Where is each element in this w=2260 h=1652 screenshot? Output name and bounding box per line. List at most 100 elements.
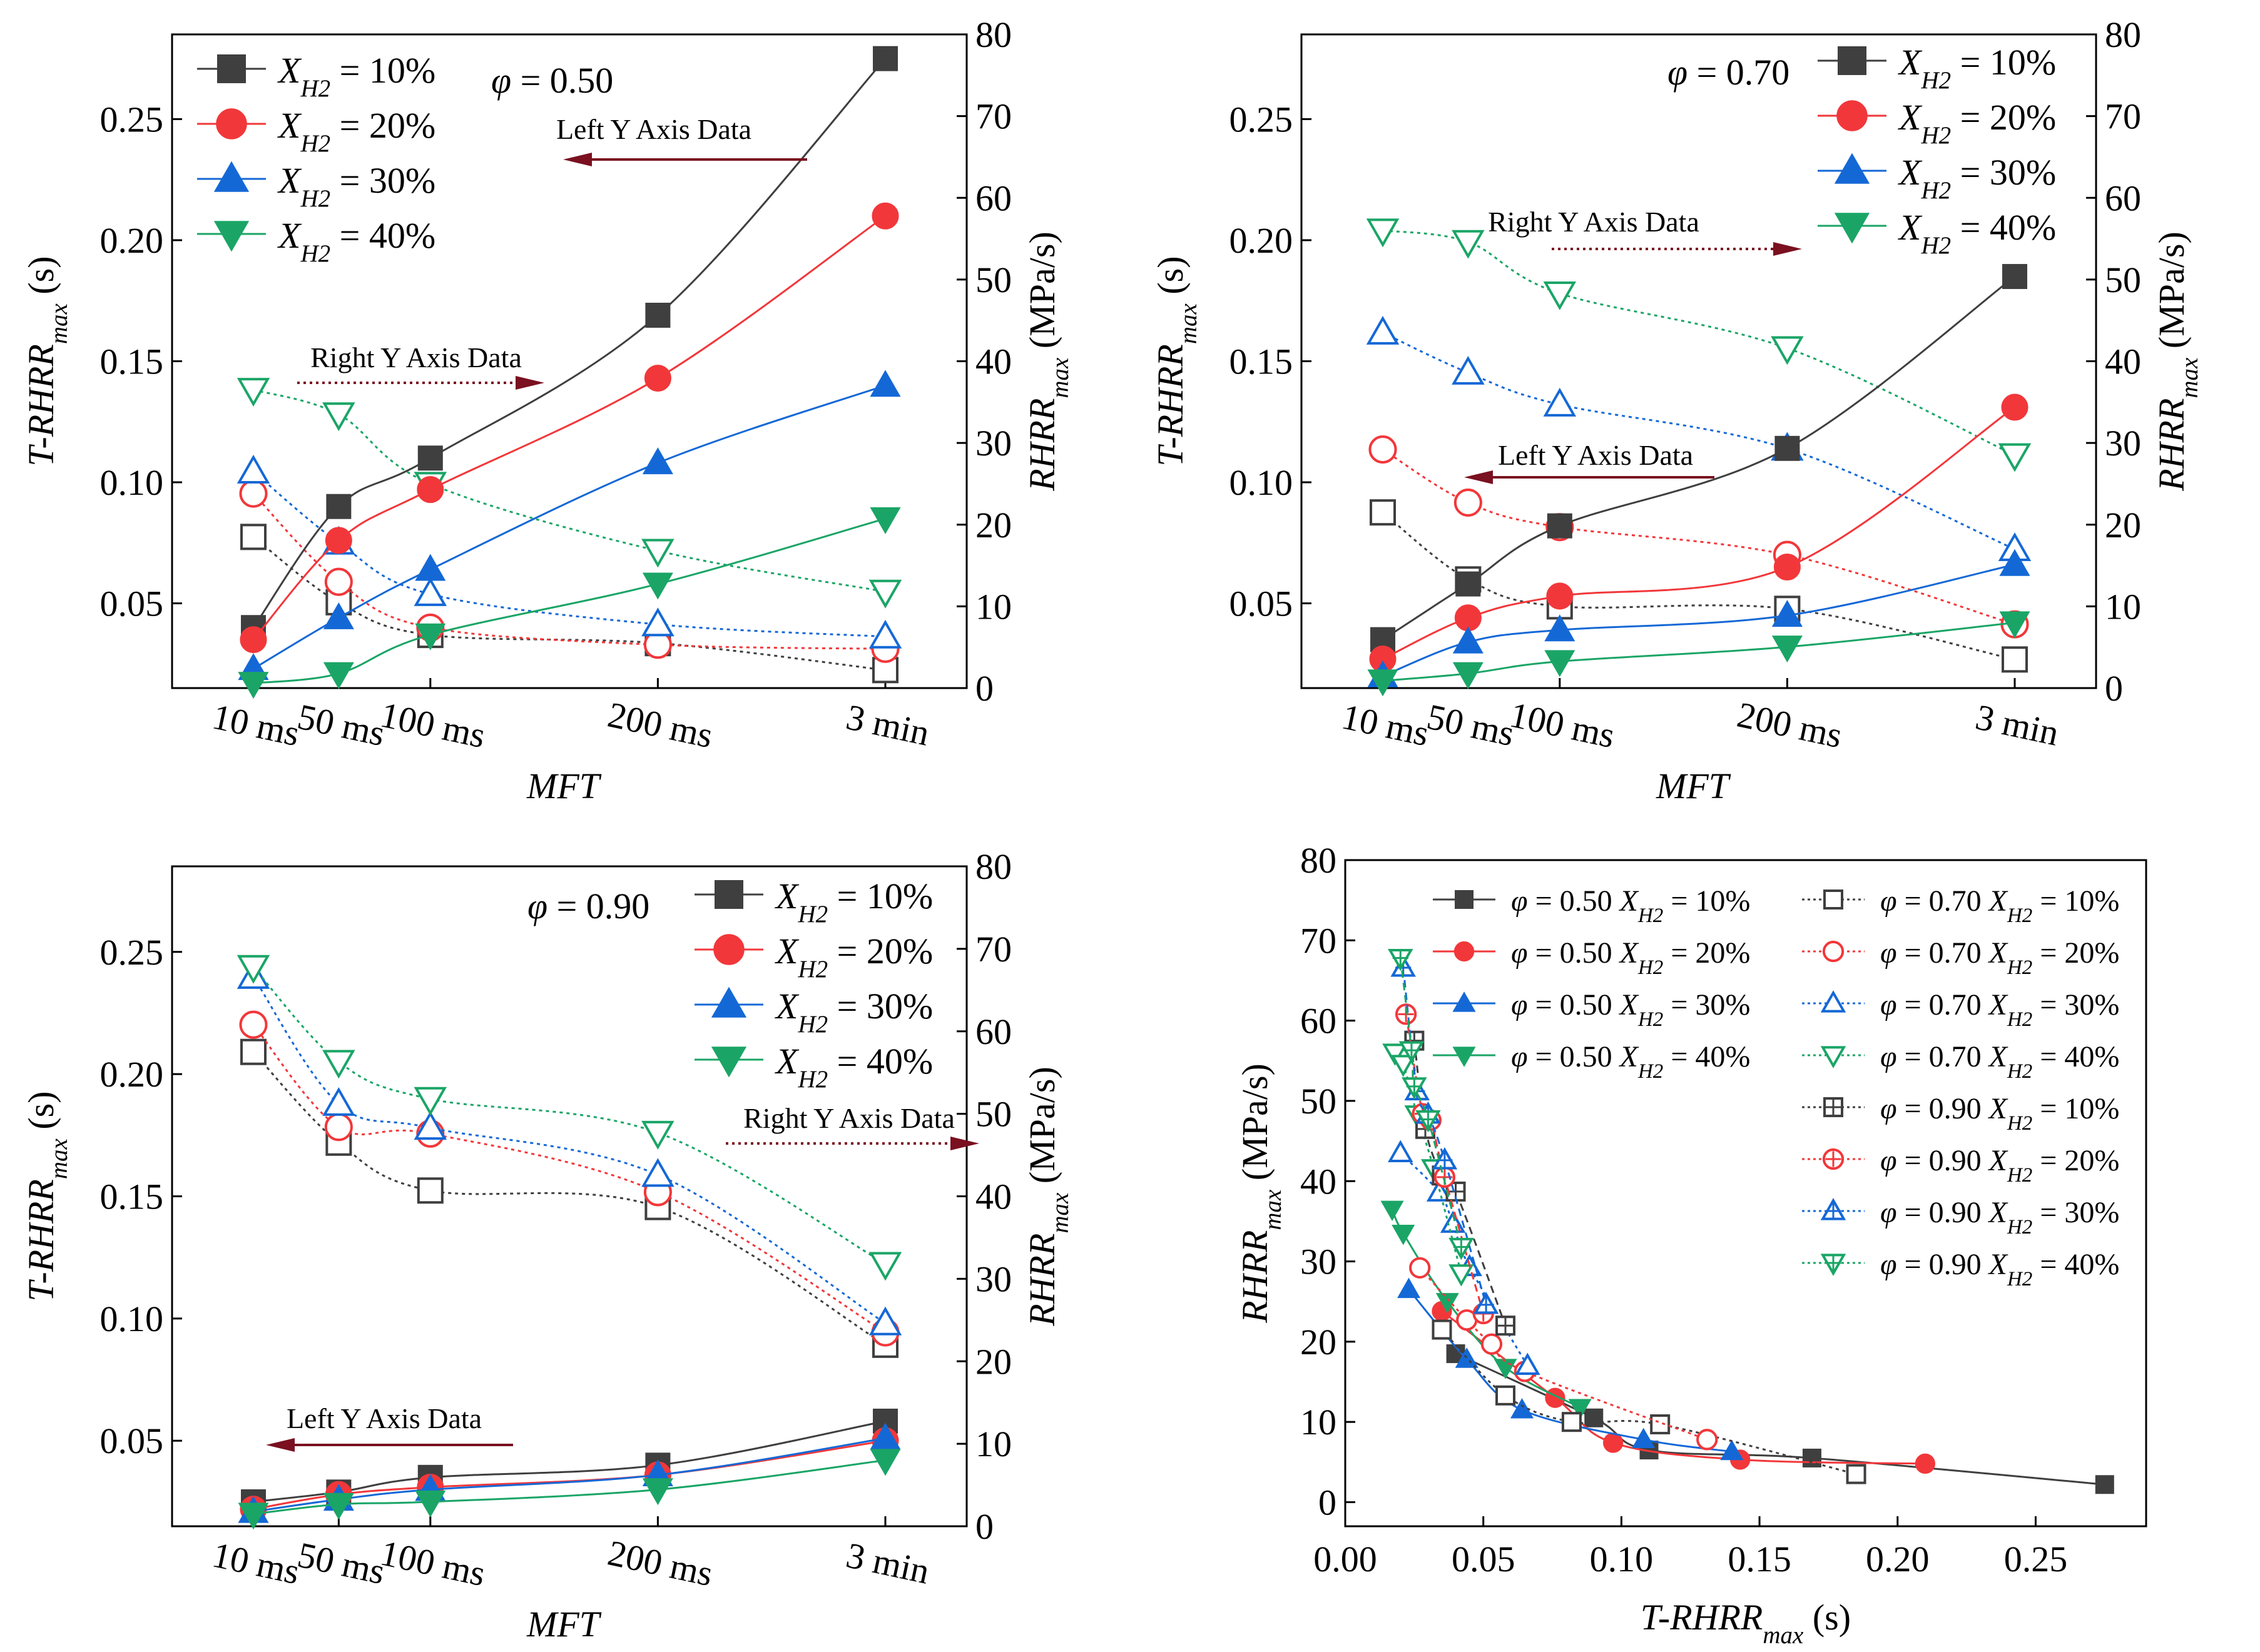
right-series-point [324, 1113, 353, 1142]
y-tick-label: 80 [1300, 840, 1336, 881]
right-y-tick-label: 0 [2105, 668, 2123, 709]
right-y-tick-label: 80 [2105, 14, 2141, 55]
left-series-line [252, 58, 887, 629]
left-y-tick-label: 0.25 [1229, 99, 1293, 139]
y-tick-label: 60 [1300, 1001, 1336, 1041]
right-series-point [868, 1306, 902, 1335]
legend-label: XH2 = 30% [1898, 152, 2056, 204]
left-series-point [1999, 611, 2030, 639]
scatter-point [1495, 1385, 1515, 1406]
left-series-point [873, 46, 898, 71]
x-tick-label: 0.00 [1313, 1539, 1377, 1579]
x-tick-label: 0.20 [1866, 1539, 1930, 1579]
phi-label: φ = 0.90 [527, 886, 649, 926]
right-series-point [641, 607, 674, 637]
scatter-point [1409, 1257, 1431, 1279]
x-axis-title: MFT [526, 766, 602, 806]
left-series-point [1546, 582, 1574, 610]
legend-label: XH2 = 40% [775, 1041, 933, 1093]
cross-mark [1825, 1099, 1841, 1115]
left-y-axis-title: T-RHRRmax (s) [21, 1091, 73, 1301]
x-axis-title: T-RHRRmax (s) [1641, 1597, 1851, 1649]
left-series-point [1367, 669, 1398, 697]
scatter-point [1390, 1055, 1416, 1077]
right-y-tick-label: 10 [975, 586, 1012, 627]
right-series-point [1998, 443, 2032, 472]
right-y-tick-label: 60 [2105, 178, 2141, 218]
y-tick-label: 30 [1300, 1242, 1336, 1282]
right-series-point [1543, 387, 1577, 417]
right-y-tick-label: 0 [975, 668, 994, 709]
scatter-point [1915, 1453, 1936, 1474]
left-series-point [1452, 626, 1484, 654]
right-y-tick-label: 40 [975, 342, 1012, 382]
left-axis-annotation: Left Y Axis Data [556, 113, 751, 145]
right-y-tick-label: 80 [975, 14, 1012, 55]
scatter-point [1515, 1352, 1540, 1375]
left-y-tick-label: 0.05 [100, 584, 164, 624]
x-tick-label: 0.25 [2004, 1539, 2068, 1579]
phi-label: φ = 0.70 [1667, 52, 1789, 93]
legend-marker [1452, 1046, 1476, 1067]
legend-label: φ = 0.50 XH2 = 40% [1511, 1040, 1750, 1083]
legend-marker [713, 934, 745, 965]
right-series-point [240, 524, 267, 550]
legend-marker [1455, 890, 1474, 909]
legend-marker [1820, 990, 1846, 1013]
right-series-point [1366, 315, 1400, 345]
left-y-tick-label: 0.15 [100, 1177, 164, 1217]
right-series-point [414, 1111, 447, 1140]
legend-marker [1834, 153, 1870, 184]
left-series-point [2001, 393, 2028, 421]
right-y-tick-label: 30 [2105, 423, 2141, 464]
right-y-tick-label: 60 [975, 1011, 1012, 1052]
right-series-point [1368, 435, 1397, 464]
left-series-point [1774, 435, 1800, 461]
left-series-point [1547, 513, 1572, 539]
left-series-point [323, 1492, 354, 1520]
legend-label: φ = 0.70 XH2 = 10% [1880, 884, 2119, 927]
legend-label: XH2 = 30% [277, 160, 435, 212]
x-axis-title: MFT [1656, 766, 1731, 806]
scatter-point [1382, 1043, 1408, 1066]
scatter-point [1455, 1347, 1479, 1368]
left-series-point [642, 1478, 673, 1506]
right-series-point [417, 1177, 444, 1204]
right-y-axis-title: RHRRmax (MPa/s) [2151, 231, 2203, 492]
right-series-point [322, 1087, 355, 1116]
left-series-point [870, 507, 901, 534]
right-series-point [1543, 281, 1577, 310]
y-tick-label: 40 [1300, 1161, 1336, 1202]
left-series-point [323, 662, 354, 689]
phi-label: φ = 0.50 [491, 60, 613, 101]
left-series-point [1452, 662, 1484, 689]
scatter-point [1392, 1225, 1415, 1245]
left-y-tick-label: 0.10 [1229, 462, 1293, 503]
left-series-point [642, 572, 673, 600]
right-axis-annotation: Right Y Axis Data [310, 342, 522, 373]
legend-marker [1452, 991, 1476, 1012]
left-series-point [1771, 600, 1803, 627]
legend-marker [711, 986, 747, 1018]
right-y-tick-label: 20 [2105, 505, 2141, 545]
left-axis-arrow [563, 153, 807, 166]
legend-label: φ = 0.70 XH2 = 20% [1880, 936, 2119, 979]
right-y-tick-label: 50 [2105, 260, 2141, 300]
legend-marker [1820, 1046, 1846, 1068]
scatter-point [2095, 1475, 2114, 1494]
left-y-axis-title: T-RHRRmax (s) [21, 256, 73, 466]
scatter-point [1696, 1429, 1718, 1451]
chart-panel-phi-050: 0.050.100.150.200.250102030405060708010 … [21, 14, 1074, 806]
legend-marker [1822, 940, 1845, 963]
left-axis-arrow [266, 1438, 513, 1452]
legend-marker [1836, 100, 1868, 131]
right-series-line [1382, 230, 2015, 457]
plot-frame [1344, 859, 2147, 1528]
right-series-point [239, 1010, 268, 1039]
left-y-tick-label: 0.15 [1229, 342, 1293, 382]
left-series-point [323, 602, 354, 629]
left-series-point [417, 445, 443, 471]
right-series-line [252, 976, 886, 1324]
left-series-point [417, 476, 444, 504]
left-series-point [870, 370, 901, 397]
